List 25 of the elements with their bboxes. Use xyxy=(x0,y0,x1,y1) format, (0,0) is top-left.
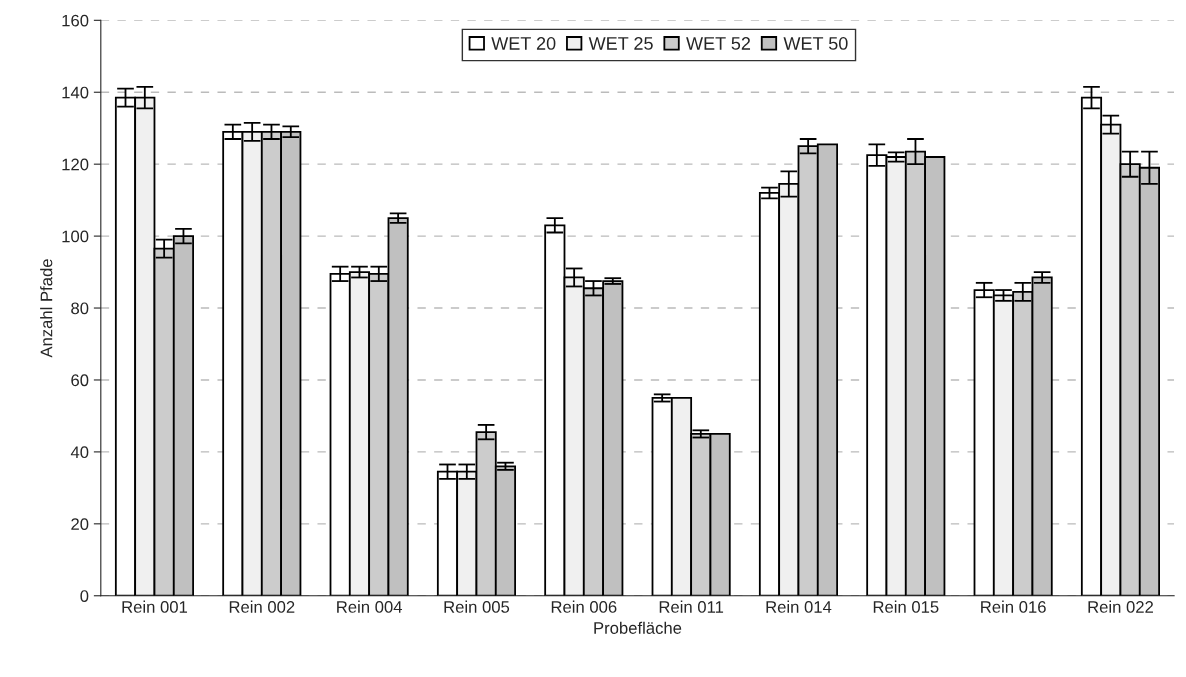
legend-label: WET 25 xyxy=(588,37,653,50)
x-tick-label: Rein 015 xyxy=(873,600,939,613)
x-tick-label: Rein 001 xyxy=(122,600,188,613)
x-tick-label: Rein 006 xyxy=(551,600,617,613)
y-tick-label: 160 xyxy=(62,14,89,27)
x-tick-label: Rein 011 xyxy=(659,600,724,613)
y-tick-label: 40 xyxy=(70,446,89,459)
x-tick-label: Rein 002 xyxy=(229,600,295,613)
x-axis-title: Probefläche xyxy=(594,621,682,634)
x-tick-label: Rein 014 xyxy=(766,600,832,613)
x-tick-label: Rein 016 xyxy=(981,600,1046,613)
x-tick-label: Rein 005 xyxy=(444,600,510,613)
y-tick-label: 100 xyxy=(62,230,89,243)
legend-label: WET 52 xyxy=(686,37,751,50)
y-tick-label: 60 xyxy=(71,374,89,387)
y-tick-label: 0 xyxy=(80,590,89,602)
legend-label: WET 50 xyxy=(783,37,848,50)
x-tick-label: Rein 022 xyxy=(1088,600,1153,613)
x-tick-label: Rein 004 xyxy=(337,600,403,613)
y-tick-label: 140 xyxy=(62,86,89,99)
y-tick-label: 20 xyxy=(71,518,89,531)
y-tick-label: 80 xyxy=(71,302,89,315)
y-axis-title: Anzahl Pfade xyxy=(40,259,53,358)
legend-label: WET 20 xyxy=(491,37,556,50)
y-tick-label: 120 xyxy=(62,158,89,171)
